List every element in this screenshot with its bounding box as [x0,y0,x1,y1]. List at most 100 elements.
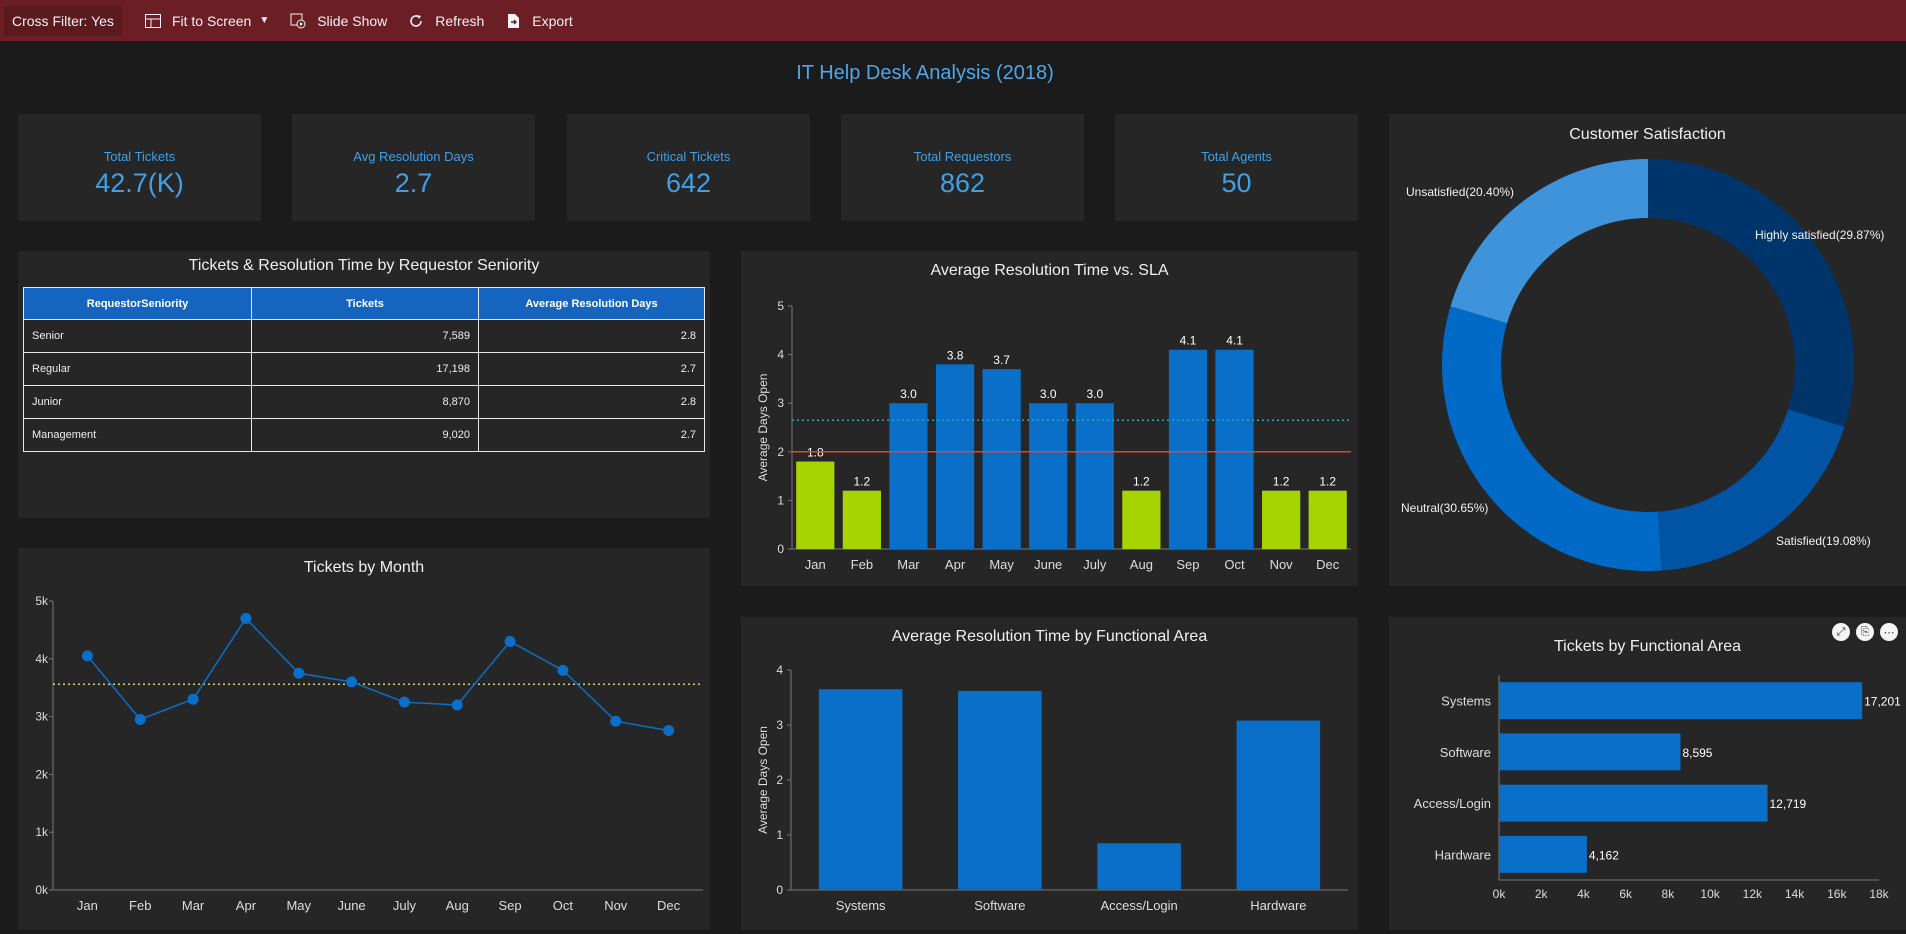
x-tick-label: Oct [553,898,574,913]
table-row[interactable]: Senior 7,589 2.8 [23,319,705,353]
data-point [610,715,622,727]
area-chart-title: Average Resolution Time by Functional Ar… [891,628,1208,645]
satisfaction-chart-panel: Customer Satisfaction Highly satisfied(2… [1389,114,1906,586]
refresh-label: Refresh [435,12,485,29]
table-cell: 2.7 [478,352,705,386]
grid-icon [144,12,162,30]
data-label: 4,162 [1589,848,1619,862]
bar [958,690,1042,890]
x-tick-label: Mar [897,557,920,572]
bar [1308,490,1347,549]
y-tick-label: Software [1440,745,1491,760]
table-cell: Regular [23,352,252,386]
cross-filter-label: Cross Filter: Yes [12,12,114,29]
kpi-value: 42.7(K) [95,168,184,198]
kpi-critical-tickets[interactable]: Critical Tickets 642 [567,114,810,221]
y-axis-label: Average Days Open [756,726,770,834]
y-tick-label: 2k [35,767,49,781]
cross-filter-toggle[interactable]: Cross Filter: Yes [4,5,122,36]
kpi-value: 862 [939,168,986,198]
kpi-value: 50 [1221,168,1252,198]
y-tick-label: 2 [777,445,784,459]
export-button[interactable]: Export [494,6,582,36]
table-row[interactable]: Junior 8,870 2.8 [23,385,705,419]
x-tick-label: 8k [1662,887,1676,901]
y-tick-label: 4 [776,663,783,677]
tickets-area-chart-panel: Tickets by Functional Area 0k 2k 4k 6k 8k 10k… [1389,617,1906,930]
data-point [240,612,252,624]
fit-to-screen-label: Fit to Screen [171,12,252,29]
donut-slice [1442,306,1662,572]
sla-chart-panel: Average Resolution Time vs. SLA 0 1 2 3 4 5 Av… [741,251,1358,586]
x-tick-label: Sep [1176,557,1199,572]
seniority-table-title: Tickets & Resolution Time by Requestor S… [188,257,540,274]
x-tick-label: Jan [805,557,826,572]
slice-label: Highly satisfied(29.87%) [1755,228,1884,242]
data-point [398,696,410,708]
export-chart-icon[interactable]: ⎘ [1856,623,1874,641]
x-tick-label: Feb [129,898,151,913]
slide-show-button[interactable]: Slide Show [279,6,397,36]
data-point [134,713,146,725]
bar [1075,403,1114,549]
fit-to-screen-button[interactable]: Fit to Screen ▼ [134,6,279,36]
y-tick-label: Systems [1441,694,1491,709]
x-tick-label: Aug [1130,557,1153,572]
y-axis-label: Average Days Open [756,374,770,482]
data-point [346,676,358,688]
table-cell: Management [23,418,252,452]
x-tick-label: 6k [1619,887,1633,901]
y-tick-label: 1k [35,825,49,839]
data-label: 3.0 [1040,387,1057,401]
x-tick-label: 18k [1869,887,1889,901]
area-chart-panel: Average Resolution Time by Functional Ar… [741,617,1358,930]
satisfaction-chart: Highly satisfied(29.87%) Satisfied(19.08%… [1401,159,1884,572]
y-tick-label: 1 [777,493,784,507]
bar [889,403,928,549]
data-label: 4.1 [1180,334,1197,348]
table-row[interactable]: Management 9,020 2.7 [23,418,705,452]
table-cell: 9,020 [251,418,479,452]
table-row[interactable]: Regular 17,198 2.7 [23,352,705,386]
column-header[interactable]: RequestorSeniority [23,287,252,320]
bar [1499,784,1768,822]
y-tick-label: 0 [777,542,784,556]
x-tick-label: Sep [499,898,522,913]
x-tick-label: 12k [1743,887,1763,901]
table-header-row: RequestorSeniority Tickets Average Resol… [23,287,705,320]
kpi-label: Total Tickets [103,149,176,164]
data-label: 17,201 [1864,695,1901,709]
bar [796,461,835,549]
data-label: 8,595 [1682,746,1712,760]
maximize-icon[interactable]: ⤢ [1832,623,1850,641]
month-chart: 0k 1k 2k 3k 4k 5k Jan Feb Mar Apr May June July Aug Se… [35,594,703,913]
table-cell: 2.8 [478,319,705,353]
kpi-total-tickets[interactable]: Total Tickets 42.7(K) [18,114,261,221]
kpi-total-agents[interactable]: Total Agents 50 [1115,114,1358,221]
y-tick-label: 3k [35,710,49,724]
dashboard-title: IT Help Desk Analysis (2018) [796,62,1054,84]
x-tick-label: July [1083,557,1107,572]
refresh-button[interactable]: Refresh [397,6,494,36]
column-header[interactable]: Average Resolution Days [478,287,705,320]
table-cell: 2.8 [478,385,705,419]
y-tick-label: 3 [777,396,784,410]
data-point [663,724,675,736]
kpi-total-requestors[interactable]: Total Requestors 862 [841,114,1084,221]
series-line [86,617,669,732]
sla-chart-title: Average Resolution Time vs. SLA [930,262,1169,279]
kpi-avg-resolution-days[interactable]: Avg Resolution Days 2.7 [292,114,535,221]
bar [1029,403,1068,549]
slideshow-icon [289,12,307,30]
chevron-down-icon: ▼ [259,15,270,26]
more-options-icon[interactable]: ⋯ [1880,623,1898,641]
kpi-label: Total Requestors [913,149,1012,164]
seniority-table: RequestorSeniority Tickets Average Resol… [23,287,705,452]
column-header[interactable]: Tickets [251,287,479,320]
kpi-value: 642 [665,168,712,198]
tickets-area-chart-title: Tickets by Functional Area [1553,638,1742,655]
data-point [451,699,463,711]
refresh-icon [407,12,425,30]
table-cell: 2.7 [478,418,705,452]
x-tick-label: Nov [604,898,628,913]
